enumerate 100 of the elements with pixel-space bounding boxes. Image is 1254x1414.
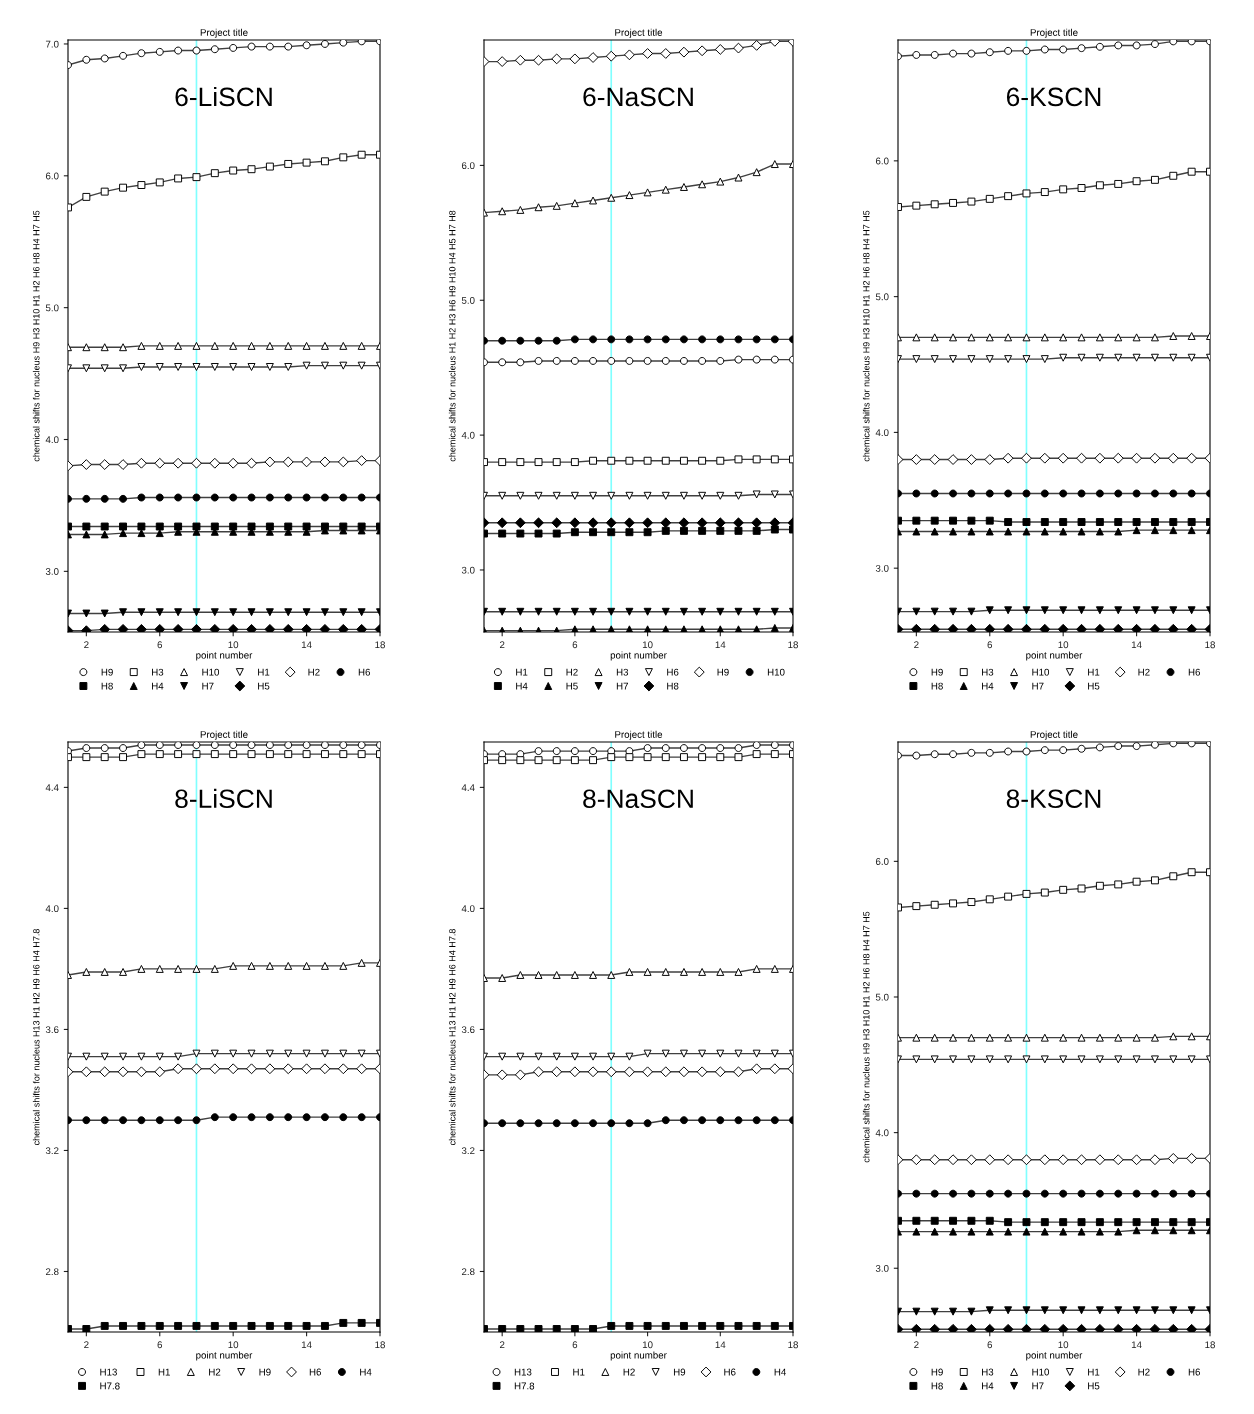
y-tick-label: 4.4 [45, 784, 59, 791]
point [301, 623, 312, 632]
point [1002, 1323, 1014, 1332]
y-tick-label: 2.8 [461, 1268, 475, 1276]
x-tick-label: 18 [375, 641, 385, 649]
point [498, 207, 507, 216]
legend-label: H13 [100, 1368, 117, 1376]
legend-label: H4 [982, 682, 994, 690]
legend-label: H5 [258, 682, 270, 690]
x-tick-label: 6 [987, 1341, 993, 1349]
legend-label: H8 [931, 1382, 943, 1390]
y-axis-title: chemical shifts for nucleus H9 H3 H10 H1 H2 H6 H8 H4 H7 H5 [862, 210, 870, 462]
x-tick-label: 6 [157, 641, 163, 649]
chart-title: Project title [200, 730, 248, 740]
y-tick-label: 4.4 [461, 784, 475, 791]
x-axis-title: point number [196, 651, 253, 661]
legend-label: H8 [931, 682, 943, 690]
y-tick-label: 3.0 [875, 1264, 889, 1272]
y-axis-title: chemical shifts for nucleus H13 H1 H2 H9 H6 H4 H7.8 [32, 929, 40, 1145]
y-tick-label: 6.0 [45, 172, 59, 180]
chart-title: Project title [1030, 730, 1078, 740]
x-tick-label: 18 [375, 1341, 385, 1349]
y-tick-label: 3.2 [45, 1147, 59, 1155]
x-tick-label: 6 [572, 641, 578, 649]
point [984, 623, 996, 632]
legend-label: H8 [101, 682, 113, 690]
x-tick-label: 2 [499, 641, 505, 649]
x-tick-label: 14 [715, 1341, 726, 1349]
legend-label: H9 [101, 668, 113, 676]
y-tick-label: 4.0 [45, 436, 59, 444]
point [1112, 623, 1124, 632]
legend-label: H5 [1088, 1382, 1100, 1390]
x-axis-title: point number [610, 651, 667, 661]
legend-label: H5 [1088, 682, 1100, 690]
x-tick-label: 14 [1131, 1341, 1142, 1349]
annotation: 6-NaSCN [583, 87, 693, 107]
point [1186, 623, 1198, 632]
x-tick-label: 18 [1205, 1341, 1215, 1349]
x-tick-label: 18 [788, 641, 798, 649]
legend-label: H6 [358, 668, 371, 676]
legend-label: H4 [774, 1368, 787, 1376]
legend-label: H9 [673, 1368, 686, 1376]
y-tick-label: 5.0 [875, 293, 889, 301]
x-tick-label: 18 [1205, 641, 1215, 649]
annotation: 6-KSCN [1006, 87, 1101, 107]
x-tick-label: 6 [987, 641, 993, 649]
chart-title: Project title [200, 28, 248, 38]
x-axis-title: point number [610, 1351, 667, 1361]
legend-label: H2 [209, 1368, 221, 1376]
x-tick-label: 10 [642, 641, 653, 649]
x-axis-title: point number [196, 1351, 253, 1361]
y-tick-label: 3.0 [875, 564, 889, 572]
annotation: 8-KSCN [1006, 789, 1101, 809]
legend-label: H9 [931, 668, 943, 676]
y-tick-label: 4.0 [461, 905, 475, 913]
y-tick-label: 4.0 [45, 905, 59, 913]
legend-label: H4 [360, 1368, 372, 1376]
x-tick-label: 14 [1131, 641, 1142, 649]
legend-label: H3 [982, 668, 994, 676]
x-tick-label: 6 [572, 1341, 578, 1349]
chart-title: Project title [615, 28, 663, 38]
chart-title: Project title [615, 730, 663, 740]
legend-label: H2 [1138, 668, 1150, 676]
legend-label: H7.8 [100, 1382, 120, 1390]
point [1057, 623, 1069, 632]
x-tick-label: 2 [499, 1341, 505, 1349]
x-axis-title: point number [1026, 651, 1083, 661]
point [1021, 1323, 1032, 1332]
legend-label: H4 [982, 1382, 994, 1390]
x-tick-label: 6 [157, 1341, 163, 1349]
x-tick-label: 18 [788, 1341, 798, 1349]
legend-label: H1 [516, 668, 528, 676]
y-tick-label: 3.2 [461, 1147, 475, 1155]
legend-label: H9 [931, 1368, 943, 1376]
y-tick-label: 4.0 [461, 431, 475, 439]
legend-label: H2 [308, 668, 320, 676]
legend-label: H13 [514, 1368, 532, 1376]
y-tick-label: 6.0 [875, 157, 889, 165]
legend-label: H10 [1032, 668, 1050, 676]
legend-label: H1 [1088, 1368, 1100, 1376]
y-tick-label: 6.0 [875, 858, 889, 865]
x-tick-label: 10 [228, 1341, 239, 1349]
point [1149, 623, 1161, 632]
legend-label: H6 [1188, 1368, 1201, 1376]
point [1057, 1323, 1069, 1332]
x-tick-label: 2 [84, 1341, 89, 1349]
x-tick-label: 10 [642, 1341, 653, 1349]
legend-label: H3 [982, 1368, 994, 1376]
y-tick-label: 4.0 [875, 1129, 889, 1137]
point [910, 623, 922, 632]
x-tick-label: 14 [715, 641, 726, 649]
legend-label: H6 [1188, 668, 1201, 676]
x-tick-label: 2 [914, 1341, 919, 1349]
point [947, 1323, 959, 1332]
legend-label: H2 [1138, 1368, 1150, 1376]
legend-label: H1 [573, 1368, 585, 1376]
y-axis-title: chemical shifts for nucleus H13 H1 H2 H9 H6 H4 H7.8 [448, 929, 456, 1145]
legend-label: H6 [724, 1368, 736, 1376]
legend-label: H1 [1088, 668, 1100, 676]
y-tick-label: 3.6 [461, 1026, 475, 1034]
